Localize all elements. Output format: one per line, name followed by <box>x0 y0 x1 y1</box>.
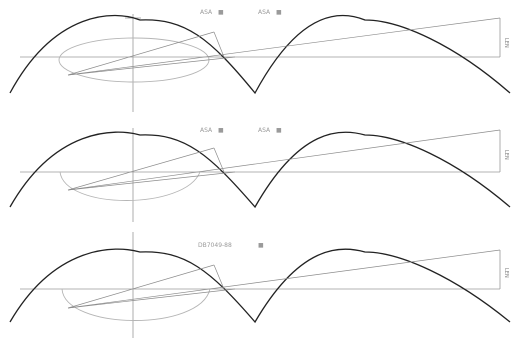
panel-2-ray-c <box>67 171 236 191</box>
panel-3-ray-c <box>67 288 236 309</box>
panel-3-ellipse-arc <box>61 288 211 321</box>
panel-2-ellipse-arc <box>59 171 201 201</box>
panel-3-wave-curve <box>9 248 511 324</box>
panel-1-caption-b: ASA <box>258 9 271 16</box>
panel-1-mark-b: ■ <box>276 9 282 16</box>
panel-3-side-label: LEN <box>503 268 509 278</box>
panel-1-ray-b <box>67 17 501 76</box>
panel-3-ray-a <box>67 264 215 309</box>
panel-2-caption-a: ASA <box>200 127 213 134</box>
panel-1-side-label: LEN <box>503 38 509 48</box>
panel-3-caption-a: DB7049-88 <box>198 242 232 249</box>
panel-2-leader <box>213 147 225 173</box>
panel-1: ASA ■ ASA ■ LEN <box>9 9 511 112</box>
panel-2-caption-b: ASA <box>258 127 271 134</box>
panel-3: DB7049-88 ■ LEN <box>9 232 511 338</box>
panel-2-wave-curve <box>9 131 511 209</box>
panel-1-leader <box>213 31 225 58</box>
panel-3-mark-a: ■ <box>258 242 264 249</box>
panel-1-mark-a: ■ <box>218 9 224 16</box>
panel-2-side-label: LEN <box>503 150 509 160</box>
panel-3-leader <box>213 264 225 290</box>
panel-1-ray-a <box>67 31 215 76</box>
panel-3-ray-b <box>67 249 501 309</box>
panel-2-ray-a <box>67 147 215 191</box>
panel-1-wave-curve <box>9 14 511 95</box>
panel-2-ray-b <box>67 129 501 191</box>
panel-1-caption-a: ASA <box>200 9 213 16</box>
panel-2: ASA ■ ASA ■ LEN <box>9 127 511 222</box>
panel-1-ray-c <box>67 56 236 76</box>
panel-1-ellipse <box>58 37 210 83</box>
panel-2-mark-b: ■ <box>276 127 282 134</box>
panel-2-mark-a: ■ <box>218 127 224 134</box>
